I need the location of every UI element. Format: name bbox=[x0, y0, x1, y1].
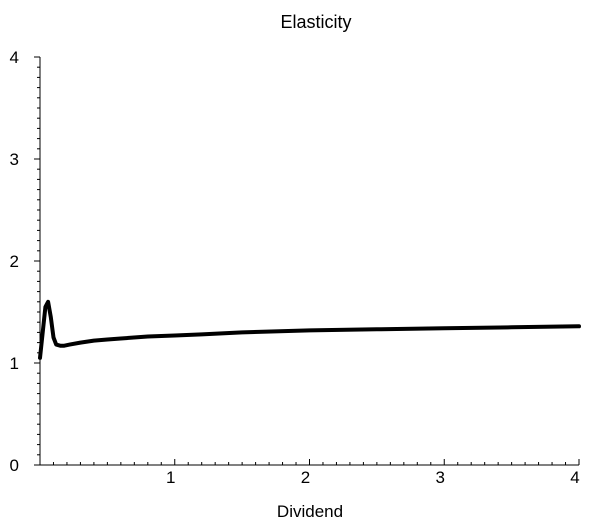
x-tick-label: 1 bbox=[166, 468, 175, 487]
y-tick-label: 0 bbox=[10, 456, 19, 475]
chart-title: Elasticity bbox=[280, 12, 351, 32]
series-layer bbox=[38, 299, 581, 360]
y-tick-label: 1 bbox=[10, 354, 19, 373]
y-tick-label: 2 bbox=[10, 252, 19, 271]
x-tick-label: 2 bbox=[301, 468, 310, 487]
axes bbox=[39, 57, 579, 466]
y-tick-label: 3 bbox=[10, 150, 19, 169]
series-line bbox=[38, 299, 581, 360]
x-axis-label: Dividend bbox=[277, 502, 343, 521]
x-tick-label: 3 bbox=[436, 468, 445, 487]
y-tick-label: 4 bbox=[10, 48, 19, 67]
tick-labels: 0 1 2 3 4 1 2 3 4 bbox=[10, 48, 580, 487]
x-tick-label: 4 bbox=[570, 468, 579, 487]
ticks bbox=[34, 56, 580, 466]
